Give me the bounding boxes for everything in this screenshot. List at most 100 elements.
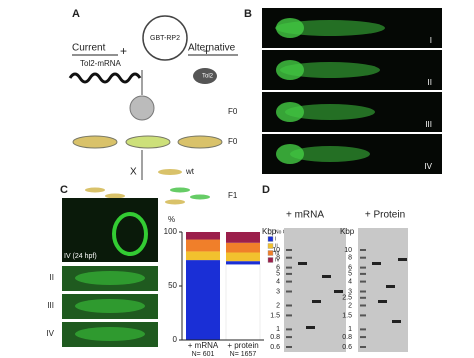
gfp-signal <box>290 146 370 162</box>
ladder-band <box>286 314 292 317</box>
gel-title: + Protein <box>365 210 405 221</box>
ladder-label: 1.5 <box>270 312 280 319</box>
ladder-label: 0.6 <box>270 344 280 351</box>
ladder-label: 0.6 <box>342 344 352 351</box>
protein <box>193 68 217 84</box>
dna-band <box>306 326 315 329</box>
ladder-band <box>286 346 292 348</box>
panel-label: C <box>60 184 68 196</box>
bar-segment <box>226 252 260 262</box>
stage-label: II <box>428 78 432 87</box>
count-label: N= 1657 <box>230 351 257 358</box>
dna-band <box>312 300 321 303</box>
ladder-label: 10 <box>272 247 280 254</box>
bar-segment <box>186 232 220 240</box>
ladder-band <box>286 304 292 307</box>
dna-band <box>322 275 331 278</box>
embryo-image <box>62 198 158 262</box>
ladder-label: 2 <box>276 302 280 309</box>
stage-label: I <box>430 36 432 45</box>
gfp-signal <box>112 212 148 256</box>
mrna-label: Tol2-mRNA <box>80 59 122 68</box>
generation: F1 <box>228 191 238 200</box>
cross: X <box>130 167 137 178</box>
protein-label: Tol2 <box>202 74 214 80</box>
embryo <box>129 95 155 121</box>
ladder-label: 3 <box>276 288 280 295</box>
bar-segment <box>226 261 260 265</box>
gel <box>358 228 408 352</box>
gfp-signal <box>276 60 304 80</box>
dna-band <box>398 258 407 261</box>
y-tick-label: 0 <box>173 335 178 344</box>
ladder-band <box>286 290 292 293</box>
ladder-label: 2 <box>348 302 352 309</box>
x-tick-label: + protein <box>227 341 258 350</box>
ladder-label: 1 <box>276 326 280 333</box>
x-tick-label: + mRNA <box>188 341 219 350</box>
ladder-band <box>286 328 292 331</box>
wt-label: wt <box>185 167 195 176</box>
ladder-band <box>360 249 366 251</box>
y-tick-label: 100 <box>164 227 178 236</box>
ladder-band <box>286 266 292 269</box>
strip-label: III <box>47 301 54 310</box>
legend-swatch <box>267 257 274 263</box>
current-label: Current <box>72 43 106 54</box>
bar-segment <box>226 232 260 243</box>
ladder-band <box>286 272 292 275</box>
dna-band <box>378 300 387 303</box>
legend-swatch <box>267 250 274 256</box>
strip-label: II <box>50 273 54 282</box>
unit-label: Kbp <box>262 227 277 236</box>
generation: F0 <box>228 137 238 146</box>
legend-swatch <box>267 236 274 242</box>
image-caption: IV (24 hpf) <box>64 253 97 260</box>
panel-label: D <box>262 184 270 196</box>
dna-band <box>372 262 381 265</box>
ladder-band <box>360 336 366 339</box>
ladder-band <box>360 280 366 283</box>
ladder-label: 8 <box>276 255 280 262</box>
gel-title: + mRNA <box>286 210 324 221</box>
ladder-label: 6 <box>276 264 280 271</box>
legend-swatch <box>267 243 274 249</box>
strip-label: IV <box>46 329 54 338</box>
ladder-band <box>360 314 366 317</box>
gfp-signal <box>75 327 145 341</box>
y-axis-label: % <box>168 215 175 224</box>
bar-segment <box>226 242 260 253</box>
count-label: N= 601 <box>192 351 215 358</box>
ladder-label: 10 <box>344 247 352 254</box>
ladder-band <box>360 290 366 293</box>
unit-label: Kbp <box>340 227 355 236</box>
panel-label: B <box>244 8 252 20</box>
plus: + <box>203 44 210 58</box>
ladder-band <box>286 256 292 259</box>
gfp-signal <box>75 299 145 313</box>
ladder-band <box>360 256 366 259</box>
bar-segment <box>186 239 220 252</box>
y-tick-label: 50 <box>168 281 177 290</box>
ladder-label: 6 <box>348 264 352 271</box>
ladder-label: 5 <box>276 271 280 278</box>
gfp-signal <box>276 18 304 38</box>
bar-segment <box>225 264 261 341</box>
plasmid-label: GBT-RP2 <box>150 35 180 42</box>
ladder-band <box>286 336 292 339</box>
ladder-label: 1 <box>348 326 352 333</box>
wt-fish <box>158 169 182 175</box>
ladder-label: 3 <box>348 288 352 295</box>
gfp-signal <box>280 62 380 78</box>
bar-segment <box>186 251 220 261</box>
ladder-label: 0.8 <box>270 334 280 341</box>
ladder-label: 8 <box>348 255 352 262</box>
mrna-strand <box>68 72 142 84</box>
panel-label: A <box>72 8 80 20</box>
ladder-label: 0.8 <box>342 334 352 341</box>
gfp-signal <box>285 104 375 120</box>
legend-label: IV <box>275 257 280 263</box>
alternative-label: Alternative <box>188 43 236 54</box>
legend-label: I <box>275 236 276 242</box>
